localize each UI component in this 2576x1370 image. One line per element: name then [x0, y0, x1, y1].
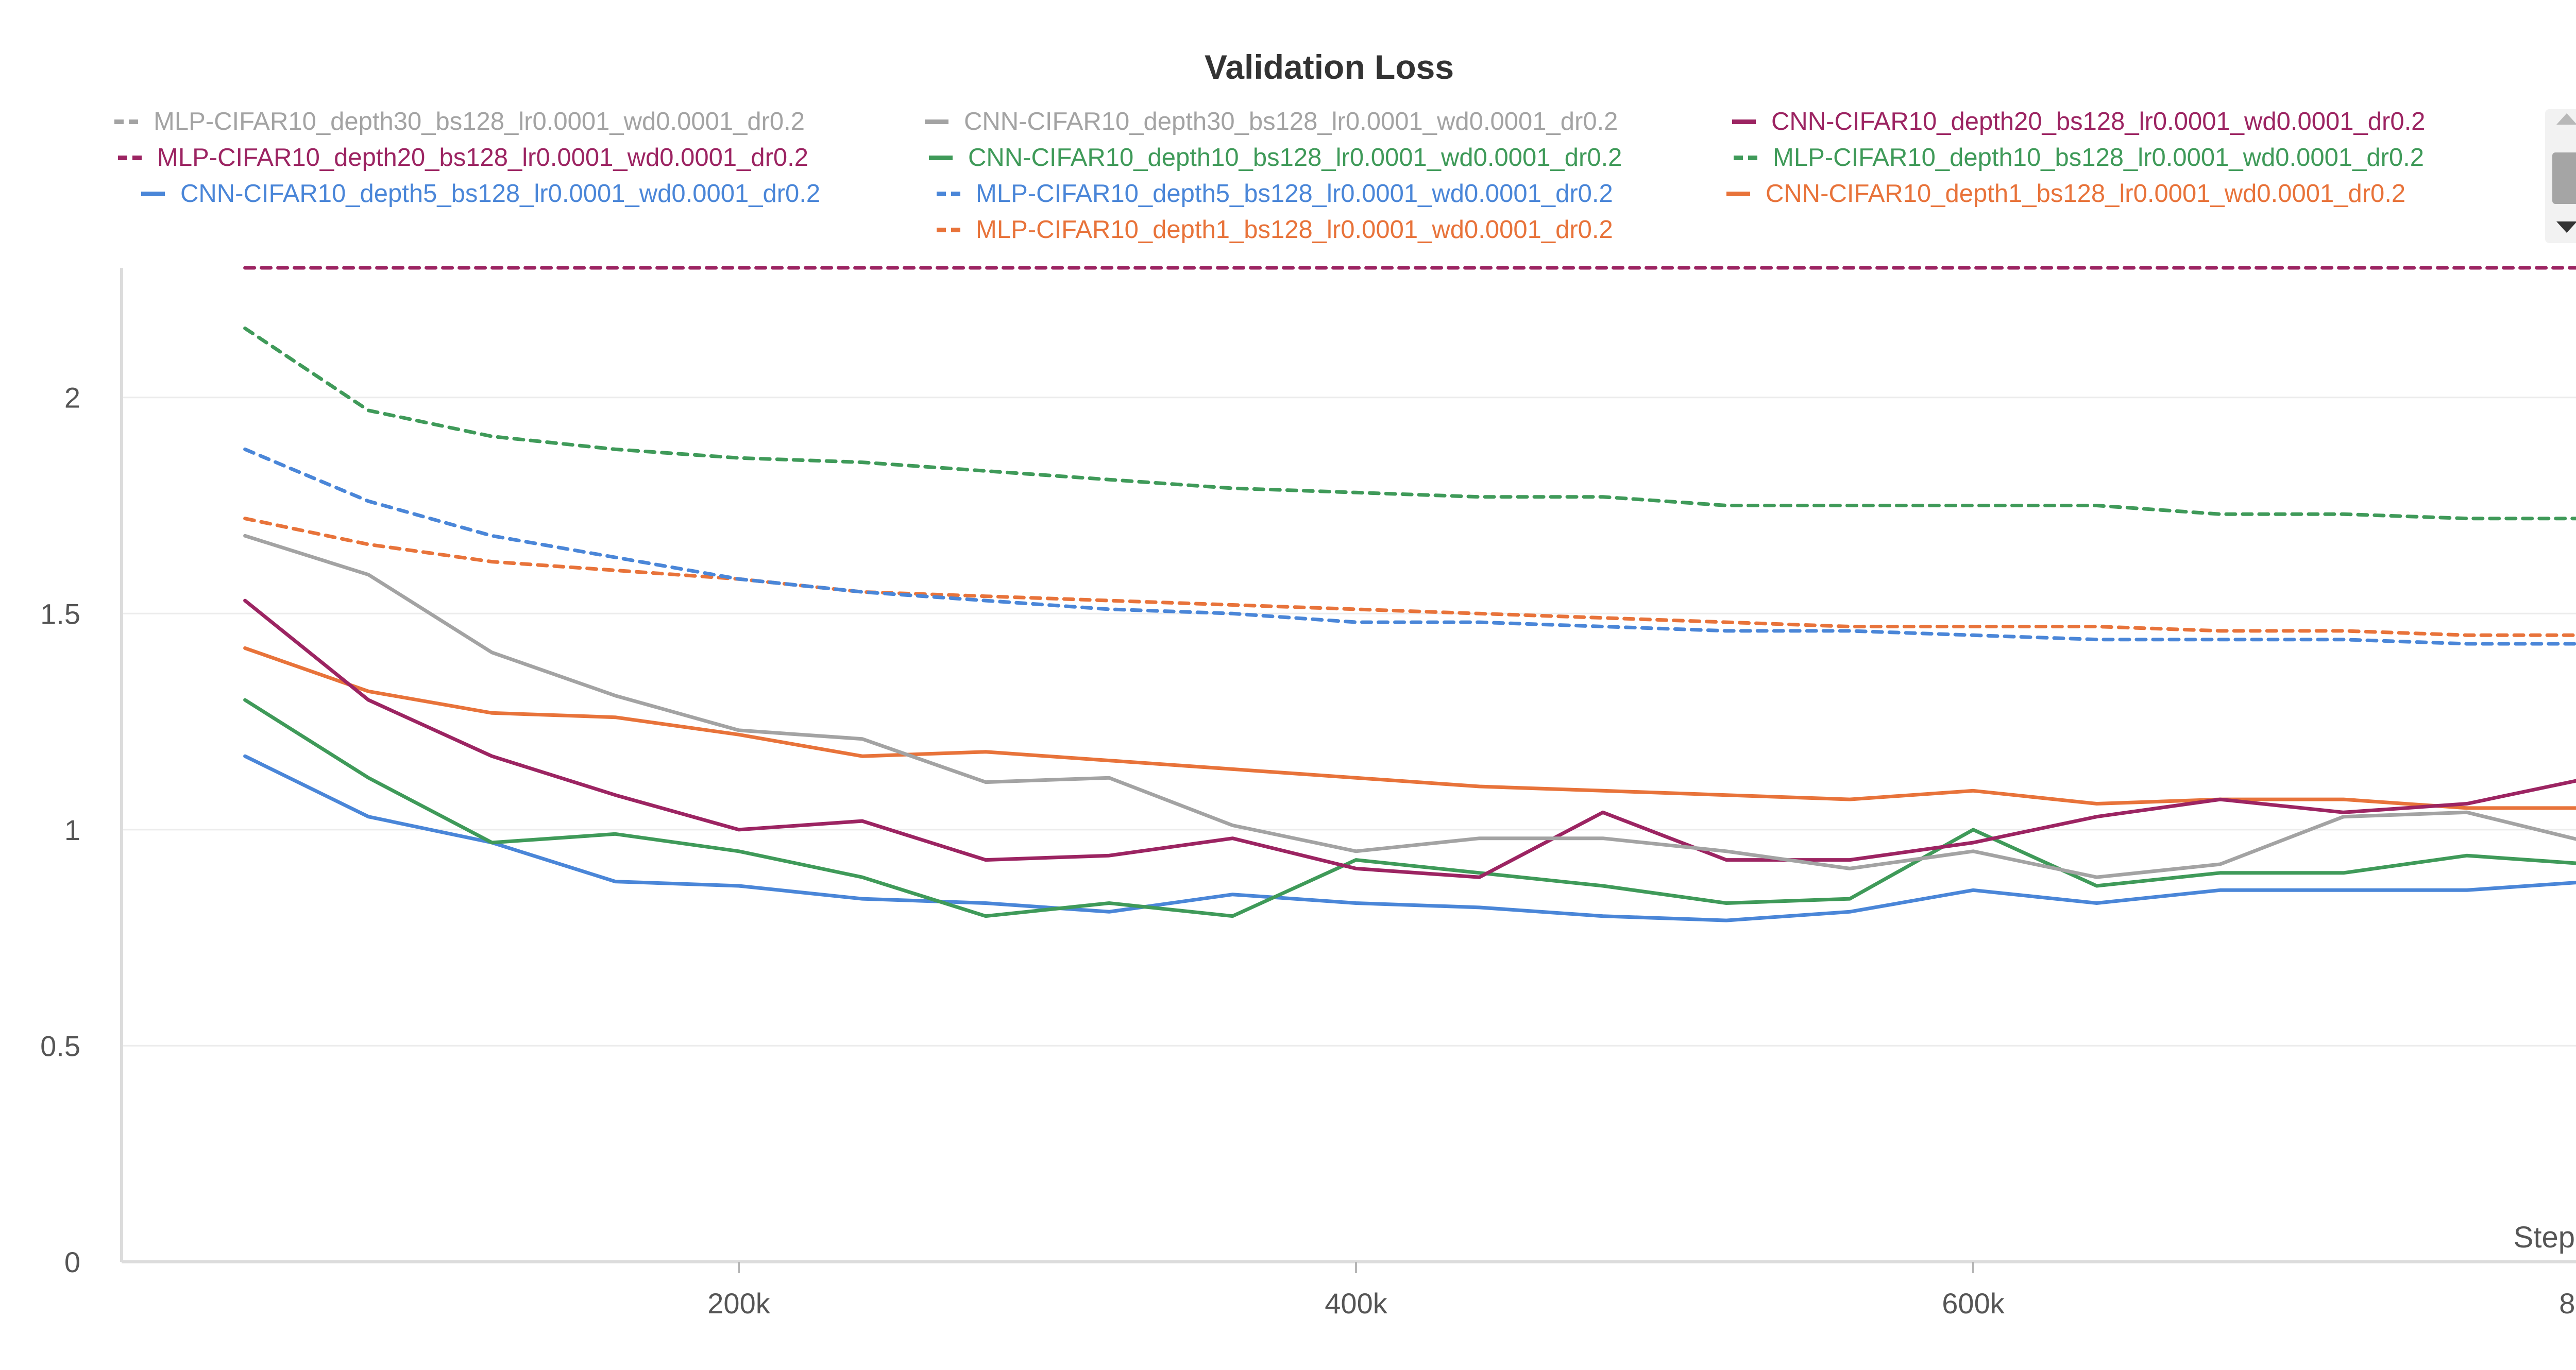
y-tick-label: 1 — [64, 814, 80, 846]
series-line[interactable] — [243, 754, 2576, 922]
scroll-down-arrow-icon[interactable] — [2556, 221, 2576, 233]
legend-swatch — [118, 155, 142, 160]
x-tick-label: 200k — [707, 1287, 770, 1320]
series-line[interactable] — [243, 534, 2576, 879]
legend-label: CNN-CIFAR10_depth20_bs128_lr0.0001_wd0.0… — [1771, 108, 2426, 135]
chart-title: Validation Loss — [1204, 48, 1454, 86]
scroll-up-arrow-icon[interactable] — [2556, 113, 2576, 125]
legend-swatch — [929, 155, 953, 160]
legend-swatch — [141, 191, 165, 196]
legend-swatch — [937, 191, 960, 196]
legend-item[interactable]: MLP-CIFAR10_depth20_bs128_lr0.0001_wd0.0… — [118, 143, 808, 172]
legend-swatch — [937, 227, 960, 232]
axes — [120, 268, 2576, 1273]
series-line[interactable] — [243, 698, 2576, 918]
scroll-thumb[interactable] — [2552, 152, 2576, 204]
legend-label: MLP-CIFAR10_depth20_bs128_lr0.0001_wd0.0… — [157, 144, 809, 172]
series-line[interactable] — [243, 447, 2576, 646]
legend-swatch — [1726, 191, 1750, 196]
series-line[interactable] — [243, 327, 2576, 521]
legend-swatch — [1732, 119, 1756, 124]
y-tick-label: 1.5 — [40, 597, 80, 630]
chart-legend: MLP-CIFAR10_depth30_bs128_lr0.0001_wd0.0… — [0, 107, 2576, 262]
tick-labels: 0 0.5 1 1.5 2 200k 400k 600k 800k Step — [40, 382, 2576, 1320]
x-tick-label: 400k — [1325, 1287, 1387, 1320]
legend-label: MLP-CIFAR10_depth1_bs128_lr0.0001_wd0.00… — [976, 216, 1613, 244]
legend-item[interactable]: CNN-CIFAR10_depth5_bs128_lr0.0001_wd0.00… — [141, 179, 820, 208]
series-line[interactable] — [243, 517, 2576, 637]
y-tick-label: 0 — [64, 1246, 80, 1278]
legend-label: MLP-CIFAR10_depth5_bs128_lr0.0001_wd0.00… — [976, 180, 1613, 208]
y-tick-label: 2 — [64, 382, 80, 414]
series-line[interactable] — [243, 598, 2576, 879]
legend-label: CNN-CIFAR10_depth30_bs128_lr0.0001_wd0.0… — [964, 108, 1618, 135]
legend-label: CNN-CIFAR10_depth5_bs128_lr0.0001_wd0.00… — [180, 180, 821, 208]
legend-item[interactable]: CNN-CIFAR10_depth1_bs128_lr0.0001_wd0.00… — [1726, 179, 2405, 208]
legend-item[interactable]: MLP-CIFAR10_depth5_bs128_lr0.0001_wd0.00… — [937, 179, 1613, 208]
series-line[interactable] — [243, 646, 2576, 810]
legend-label: MLP-CIFAR10_depth30_bs128_lr0.0001_wd0.0… — [154, 108, 805, 135]
y-tick-label: 0.5 — [40, 1030, 80, 1062]
legend-item[interactable]: CNN-CIFAR10_depth30_bs128_lr0.0001_wd0.0… — [925, 107, 1618, 136]
legend-scrollbar[interactable] — [2545, 109, 2576, 243]
x-tick-label: 800k — [2559, 1287, 2576, 1320]
legend-item[interactable]: MLP-CIFAR10_depth30_bs128_lr0.0001_wd0.0… — [114, 107, 805, 136]
legend-label: MLP-CIFAR10_depth10_bs128_lr0.0001_wd0.0… — [1773, 144, 2425, 172]
legend-item[interactable]: CNN-CIFAR10_depth20_bs128_lr0.0001_wd0.0… — [1732, 107, 2425, 136]
legend-item[interactable]: CNN-CIFAR10_depth10_bs128_lr0.0001_wd0.0… — [929, 143, 1622, 172]
legend-swatch — [925, 119, 948, 124]
legend-swatch — [114, 119, 138, 124]
legend-label: CNN-CIFAR10_depth10_bs128_lr0.0001_wd0.0… — [968, 144, 1622, 172]
x-tick-label: 600k — [1942, 1287, 2005, 1320]
legend-swatch — [1734, 155, 1757, 160]
legend-item[interactable]: MLP-CIFAR10_depth10_bs128_lr0.0001_wd0.0… — [1734, 143, 2424, 172]
grid-lines — [122, 397, 2576, 1047]
series-lines — [243, 266, 2576, 922]
legend-item[interactable]: MLP-CIFAR10_depth1_bs128_lr0.0001_wd0.00… — [937, 215, 1613, 244]
x-axis-title: Step — [2514, 1221, 2575, 1254]
legend-label: CNN-CIFAR10_depth1_bs128_lr0.0001_wd0.00… — [1766, 180, 2406, 208]
